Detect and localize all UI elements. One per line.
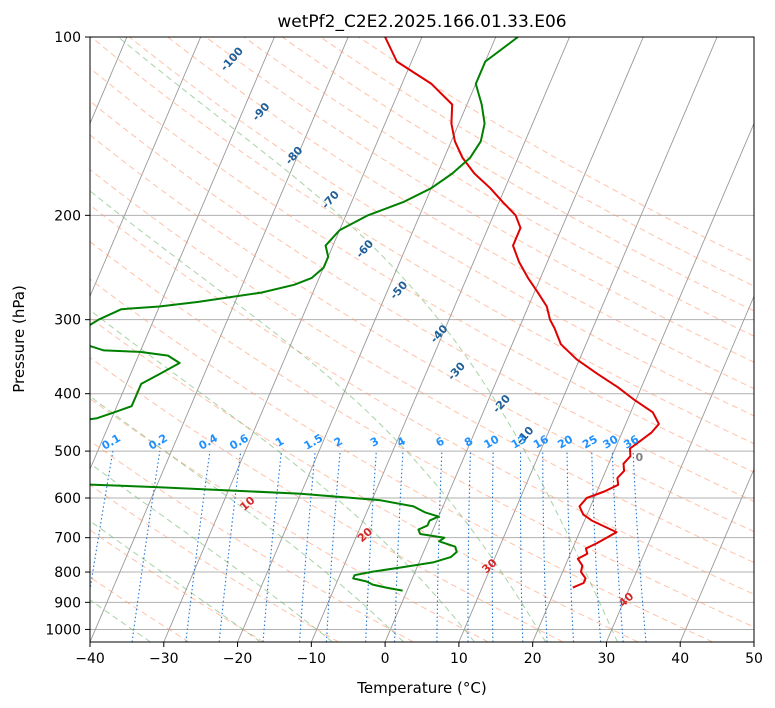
x-tick-label: −40 [75,651,105,667]
moist-adiabat-line [90,309,475,642]
x-axis-label: Temperature (°C) [356,679,486,697]
dry-adiabat-line [90,134,754,533]
dry-adiabat-line [358,37,754,263]
isotherm-line [90,37,349,642]
chart-title: wetPf2_C2E2.2025.166.01.33.E06 [277,12,566,32]
isotherm-line [384,37,644,642]
x-tick-label: −20 [223,651,253,667]
dry-adiabat-line [90,204,754,595]
mixing-ratio-line [218,451,242,642]
moist-adiabat-line [90,190,547,642]
y-tick-label: 400 [54,387,81,403]
dry-adiabat-line [90,241,754,628]
isotherm-line [237,37,497,642]
x-tick-label: 20 [524,651,542,667]
dry-adiabat-line [281,37,754,312]
isotherm-line [163,37,423,642]
x-tick-label: 40 [671,651,689,667]
dry-adiabat-line [205,37,754,363]
isotherm-line [458,37,718,642]
mixing-ratio-line [185,451,211,642]
y-tick-label: 600 [54,491,81,507]
moist-adiabat-line [90,520,261,642]
dry-adiabat-line [90,484,339,642]
y-tick-label: 100 [54,30,81,46]
x-tick-label: 10 [450,651,468,667]
lcl-label: 0 [636,451,644,464]
isotherm-line [679,467,754,642]
temperature-line [384,37,660,589]
dry-adiabat-line [243,37,754,337]
x-tick-label: 30 [598,651,616,667]
y-tick-label: 200 [54,208,81,224]
y-axis-label: Pressure (hPa) [10,285,28,393]
x-tick-label: 50 [745,651,763,667]
dry-adiabat-line [90,356,564,642]
x-tick-label: 0 [381,651,390,667]
y-tick-label: 300 [54,313,81,329]
dry-adiabat-line [167,37,754,390]
moist-adiabat-line [90,462,333,642]
axes: −40 −30 −20 −10 0 10 20 30 40 50 100 200 300 400 500 60… [45,30,763,667]
mixing-ratio-line [131,451,161,642]
moist-adiabat-line [117,37,619,642]
dry-adiabat-line [129,37,754,417]
dry-adiabat-line [90,37,754,445]
isotherm-line [90,37,275,471]
dry-adiabat-line [90,168,754,564]
isotherm-line [606,295,754,642]
dry-adiabat-line [90,440,414,642]
isotherm-line [532,122,754,642]
dry-adiabat-line [90,67,754,473]
isotherm-line [90,37,202,298]
y-tick-label: 900 [54,595,81,611]
dewpoint-line [90,37,519,592]
y-tick-label: 800 [54,565,81,581]
x-tick-label: −30 [149,651,179,667]
dry-adiabat-line [90,100,754,503]
y-tick-label: 500 [54,444,81,460]
y-tick-label: 1000 [45,622,81,638]
plot-frame [89,36,755,643]
mixing-ratio-line [90,451,114,593]
moist-adiabat-line [90,395,404,642]
x-tick-label: −10 [297,651,327,667]
dry-adiabat-line [320,37,754,287]
y-tick-label: 700 [54,531,81,547]
